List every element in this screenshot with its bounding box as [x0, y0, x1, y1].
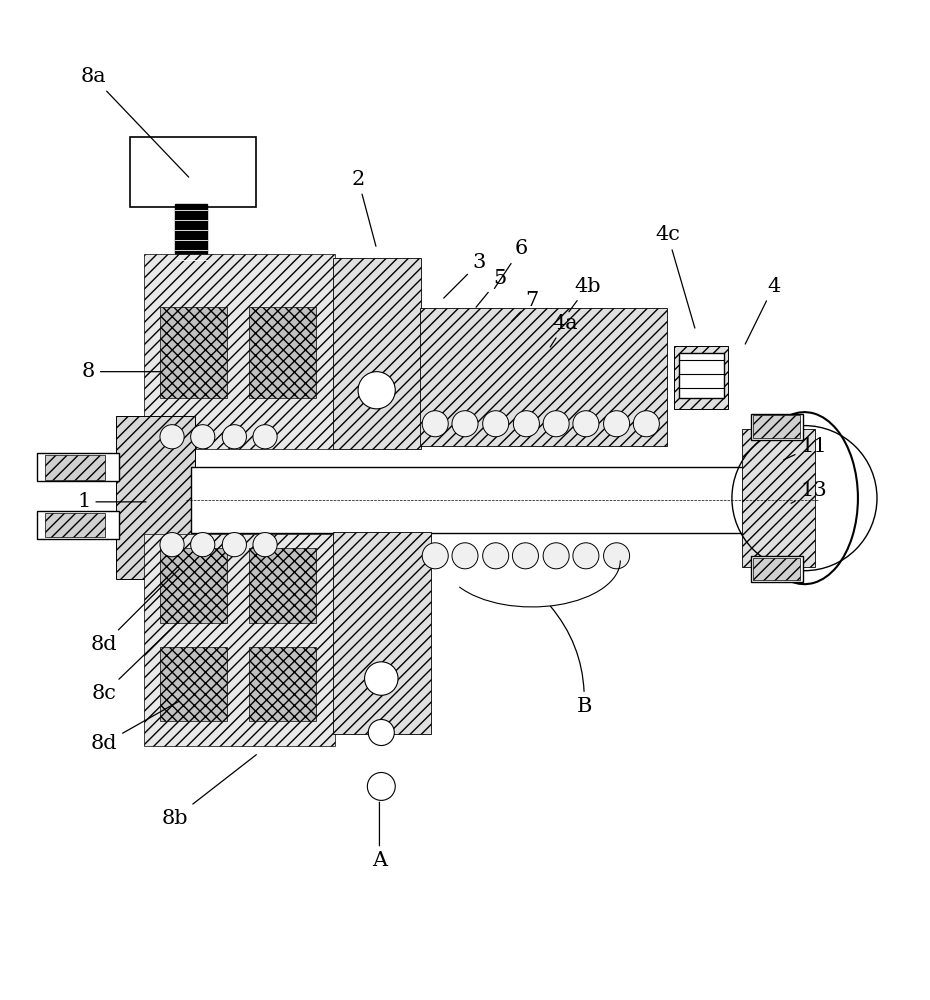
Text: 8c: 8c — [92, 621, 179, 703]
Text: 5: 5 — [476, 269, 506, 307]
Circle shape — [422, 543, 448, 569]
Text: 13: 13 — [791, 481, 827, 503]
Text: 4a: 4a — [551, 314, 578, 347]
Text: 4c: 4c — [656, 225, 695, 328]
Circle shape — [452, 411, 478, 437]
Circle shape — [160, 533, 184, 557]
Circle shape — [633, 411, 659, 437]
Circle shape — [573, 411, 599, 437]
Circle shape — [222, 533, 246, 557]
Bar — [742, 429, 815, 567]
Circle shape — [368, 719, 394, 746]
Text: 8d: 8d — [91, 569, 179, 654]
Circle shape — [543, 543, 569, 569]
Text: 3: 3 — [444, 253, 485, 298]
Bar — [45, 455, 105, 480]
Text: 4b: 4b — [569, 277, 601, 312]
Bar — [160, 548, 227, 623]
Text: 8d: 8d — [91, 701, 179, 753]
Bar — [160, 307, 227, 398]
Circle shape — [365, 662, 398, 695]
Circle shape — [483, 543, 509, 569]
Text: A: A — [372, 802, 387, 870]
Bar — [160, 647, 227, 721]
Text: 7: 7 — [512, 291, 538, 321]
Bar — [751, 556, 803, 582]
Bar — [37, 454, 119, 481]
Bar — [37, 511, 119, 539]
Bar — [420, 308, 667, 446]
Text: 1: 1 — [77, 492, 146, 511]
Text: 6: 6 — [495, 239, 527, 288]
Circle shape — [422, 411, 448, 437]
Bar — [333, 258, 421, 449]
Text: 8b: 8b — [162, 755, 257, 828]
Circle shape — [160, 425, 184, 449]
Bar — [45, 513, 105, 537]
Bar — [753, 558, 800, 580]
Circle shape — [253, 533, 277, 557]
Bar — [144, 254, 335, 449]
Bar — [751, 414, 803, 440]
Text: 8: 8 — [82, 362, 160, 381]
Bar — [249, 548, 316, 623]
Circle shape — [222, 425, 246, 449]
Circle shape — [604, 411, 630, 437]
Circle shape — [483, 411, 509, 437]
Bar — [130, 137, 256, 207]
Text: 8a: 8a — [80, 67, 189, 177]
Text: 11: 11 — [784, 437, 827, 460]
Bar — [753, 415, 800, 438]
Circle shape — [191, 533, 215, 557]
Bar — [249, 307, 316, 398]
Circle shape — [367, 772, 395, 800]
Text: 4: 4 — [745, 277, 780, 344]
Bar — [191, 467, 775, 533]
Bar — [175, 204, 207, 267]
Text: 2: 2 — [352, 170, 376, 246]
Circle shape — [513, 411, 539, 437]
Circle shape — [512, 543, 538, 569]
Bar — [679, 353, 724, 398]
Bar — [144, 534, 335, 746]
Bar — [249, 647, 316, 721]
Circle shape — [358, 372, 395, 409]
Circle shape — [253, 425, 277, 449]
Circle shape — [543, 411, 569, 437]
Bar — [333, 532, 431, 734]
Bar — [116, 416, 195, 579]
Bar — [674, 346, 728, 409]
Circle shape — [452, 543, 478, 569]
Text: B: B — [551, 606, 591, 716]
Circle shape — [573, 543, 599, 569]
Circle shape — [191, 425, 215, 449]
Circle shape — [604, 543, 630, 569]
